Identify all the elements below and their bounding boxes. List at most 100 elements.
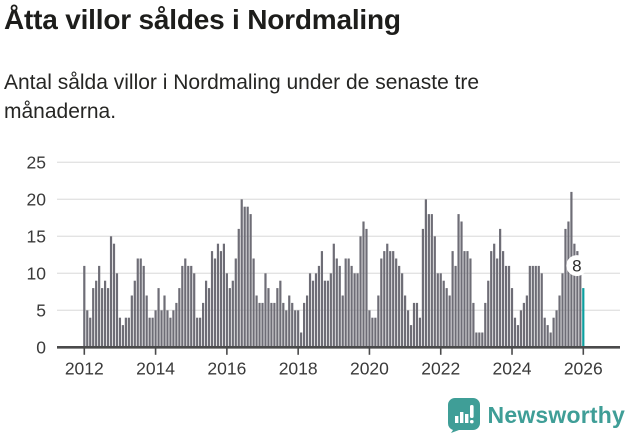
bar bbox=[335, 258, 338, 348]
bar bbox=[216, 243, 220, 348]
page-title: Åtta villor såldes i Nordmaling bbox=[4, 4, 401, 35]
bar bbox=[513, 317, 517, 348]
bar bbox=[347, 258, 350, 348]
bar bbox=[359, 236, 362, 348]
bar bbox=[436, 273, 439, 348]
bar bbox=[528, 265, 531, 348]
bar bbox=[314, 273, 318, 348]
bar bbox=[303, 302, 306, 348]
bar bbox=[291, 302, 294, 348]
bar bbox=[549, 332, 552, 348]
x-axis-tick-label: 2014 bbox=[136, 358, 175, 378]
bar bbox=[231, 280, 234, 348]
bar bbox=[561, 273, 564, 348]
bar bbox=[418, 317, 422, 348]
bar bbox=[181, 265, 184, 348]
bar bbox=[207, 288, 211, 348]
bar bbox=[490, 251, 493, 348]
bar bbox=[240, 199, 243, 348]
bar bbox=[445, 288, 448, 348]
bar bbox=[403, 295, 407, 348]
bar bbox=[454, 265, 457, 348]
bar bbox=[196, 317, 199, 348]
bar bbox=[475, 332, 478, 348]
bar bbox=[507, 265, 511, 348]
x-axis-tick-label: 2026 bbox=[564, 358, 603, 378]
bar bbox=[98, 265, 101, 348]
bar bbox=[178, 288, 181, 348]
bar bbox=[169, 317, 172, 348]
bar bbox=[237, 228, 240, 348]
bar bbox=[332, 243, 335, 348]
bar bbox=[356, 273, 359, 348]
bar bbox=[305, 295, 309, 348]
bar bbox=[320, 251, 324, 348]
bar bbox=[540, 273, 543, 348]
bar bbox=[365, 228, 368, 348]
bar bbox=[409, 325, 413, 348]
x-axis-tick-label: 2022 bbox=[421, 358, 460, 378]
bar bbox=[92, 288, 95, 348]
bar bbox=[139, 258, 142, 348]
bar bbox=[484, 302, 487, 348]
bar bbox=[412, 302, 416, 348]
y-axis-tick-label: 20 bbox=[27, 189, 47, 209]
bar bbox=[433, 236, 436, 348]
bar bbox=[439, 273, 442, 348]
bar bbox=[297, 310, 300, 348]
bar bbox=[234, 258, 237, 348]
bar bbox=[516, 325, 520, 348]
bar bbox=[421, 228, 425, 348]
bar bbox=[210, 251, 214, 348]
bar bbox=[353, 273, 356, 348]
x-axis-tick-label: 2020 bbox=[350, 358, 389, 378]
bar bbox=[329, 273, 332, 348]
x-axis-tick-label: 2016 bbox=[207, 358, 246, 378]
bar bbox=[121, 325, 125, 348]
bar bbox=[219, 251, 223, 348]
bar bbox=[148, 317, 151, 348]
bar bbox=[279, 280, 282, 348]
bar bbox=[558, 295, 561, 348]
chart-subtitle: Antal sålda villor i Nordmaling under de… bbox=[4, 71, 480, 123]
bar bbox=[115, 273, 119, 348]
bar bbox=[202, 302, 205, 348]
bar-chart-speech-bubble-icon bbox=[447, 398, 480, 433]
bar bbox=[380, 258, 383, 348]
bar bbox=[222, 243, 225, 348]
bar bbox=[463, 251, 466, 348]
bar bbox=[311, 280, 315, 348]
bar bbox=[157, 288, 160, 348]
bar bbox=[472, 302, 475, 348]
bar bbox=[368, 310, 371, 348]
bar bbox=[109, 236, 113, 348]
bar bbox=[555, 310, 558, 348]
bar bbox=[252, 258, 255, 348]
bar bbox=[386, 243, 389, 348]
bar bbox=[502, 251, 505, 348]
bar bbox=[106, 288, 110, 348]
bar bbox=[255, 295, 258, 348]
bar bbox=[383, 251, 386, 348]
last-value-label: 8 bbox=[572, 257, 581, 276]
bar bbox=[481, 332, 484, 348]
x-axis-tick-label: 2018 bbox=[279, 358, 318, 378]
bar bbox=[264, 273, 267, 348]
bar bbox=[392, 251, 395, 348]
bar bbox=[308, 273, 312, 348]
bar bbox=[451, 251, 454, 348]
bar bbox=[427, 214, 430, 348]
bar bbox=[285, 310, 288, 348]
bar bbox=[478, 332, 481, 348]
bar bbox=[341, 295, 344, 348]
bar bbox=[460, 221, 463, 348]
bar bbox=[160, 310, 163, 348]
bar bbox=[522, 302, 525, 348]
bar bbox=[371, 317, 374, 348]
bar bbox=[172, 310, 175, 348]
bar bbox=[401, 273, 404, 348]
bar bbox=[398, 265, 401, 348]
bar bbox=[362, 221, 365, 348]
bar bbox=[101, 288, 104, 348]
bar bbox=[543, 317, 546, 348]
